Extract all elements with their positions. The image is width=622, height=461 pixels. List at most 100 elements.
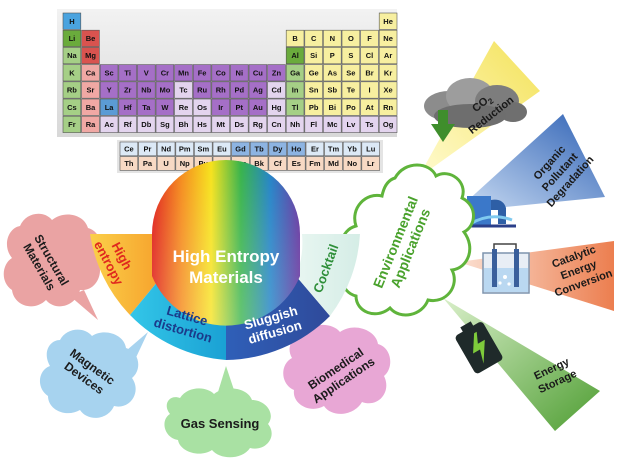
element-cell-os: Os	[192, 98, 212, 116]
element-symbol: Cd	[272, 86, 282, 95]
element-cell-cl: Cl	[360, 47, 379, 65]
element-symbol: Rb	[67, 86, 77, 95]
element-cell-bg	[285, 98, 305, 116]
element-cell-sm: Sm	[194, 141, 213, 157]
element-cell-w: W	[155, 98, 175, 116]
element-cell-bg	[323, 29, 342, 47]
element-symbol: Hg	[272, 103, 282, 112]
element-symbol: U	[163, 159, 168, 168]
element-symbol: Fm	[309, 159, 321, 168]
element-cell-mt: Mt	[211, 115, 230, 133]
element-cell-ag: Ag	[248, 81, 268, 99]
element-cell-bg	[174, 98, 193, 116]
element-symbol: Ba	[86, 103, 96, 112]
element-symbol: Og	[383, 120, 394, 129]
element-symbol: Pa	[143, 159, 153, 168]
element-symbol: Sg	[160, 120, 170, 129]
element-cell-bg	[137, 81, 156, 99]
element-symbol: Ds	[235, 120, 245, 129]
element-symbol: Ru	[197, 86, 207, 95]
element-cell-in: In	[285, 81, 305, 99]
element-cell-ra: Ra	[81, 115, 100, 133]
element-symbol: Ag	[253, 86, 263, 95]
element-cell-nb: Nb	[137, 81, 156, 99]
element-cell-au: Au	[248, 98, 268, 116]
element-cell-ti: Ti	[118, 64, 137, 82]
element-cell-fm: Fm	[305, 156, 325, 171]
co2-label-sub: 2	[486, 96, 495, 106]
element-cell-ru: Ru	[192, 81, 212, 99]
element-cell-xe: Xe	[378, 81, 398, 99]
element-cell-bg	[192, 115, 212, 133]
element-symbol: At	[366, 103, 374, 112]
element-cell-h: H	[62, 12, 82, 30]
element-symbol: Zn	[272, 68, 282, 77]
element-cell-bg	[304, 81, 323, 99]
element-cell-re: Re	[174, 98, 193, 116]
element-symbol: Cf	[274, 159, 282, 168]
element-symbol: Pt	[236, 103, 244, 112]
element-cell-i: I	[360, 81, 379, 99]
element-cell-bg	[304, 115, 323, 133]
element-cell-bg	[360, 115, 379, 133]
element-symbol: Sb	[328, 86, 338, 95]
center-title-line1: High Entropy	[173, 247, 280, 266]
element-cell-bg	[268, 156, 287, 171]
element-symbol: Md	[328, 159, 339, 168]
element-cell-bg	[341, 64, 361, 82]
element-cell-bg	[287, 156, 306, 171]
element-cell-kr: Kr	[378, 64, 398, 82]
element-cell-bg	[230, 115, 249, 133]
magnetic-devices-blob	[39, 329, 148, 418]
element-cell-bg	[137, 98, 156, 116]
element-cell-ge: Ge	[304, 64, 323, 82]
element-cell-cf: Cf	[268, 156, 287, 171]
element-cell-bg	[360, 81, 379, 99]
element-symbol: Si	[310, 51, 317, 60]
element-cell-bg	[268, 141, 287, 157]
element-cell-y: Y	[99, 81, 119, 99]
element-symbol: Tc	[179, 86, 187, 95]
element-cell-bg	[62, 47, 82, 65]
element-cell-md: Md	[324, 156, 343, 171]
element-cell-bg	[304, 47, 323, 65]
element-cell-ds: Ds	[230, 115, 249, 133]
element-cell-bg	[81, 29, 100, 47]
electrolysis-cell-icon	[482, 243, 530, 294]
element-cell-si: Si	[304, 47, 323, 65]
element-symbol: Sm	[197, 145, 209, 154]
element-cell-sr: Sr	[81, 81, 100, 99]
element-cell-pb: Pb	[304, 98, 323, 116]
element-cell-bg	[230, 81, 249, 99]
element-cell-bg	[323, 81, 342, 99]
element-cell-bg	[211, 98, 230, 116]
element-cell-b: B	[285, 29, 305, 47]
ray-organic	[455, 114, 605, 212]
element-cell-cn: Cn	[267, 115, 286, 133]
element-cell-gd: Gd	[231, 141, 250, 157]
element-cell-bg	[62, 12, 82, 30]
element-symbol: Mt	[216, 120, 225, 129]
element-cell-fr: Fr	[62, 115, 82, 133]
element-cell-bg	[341, 47, 361, 65]
element-symbol: Te	[347, 86, 355, 95]
element-cell-pr: Pr	[138, 141, 157, 157]
element-cell-ba: Ba	[81, 98, 100, 116]
element-cell-ga: Ga	[285, 64, 305, 82]
element-symbol: Ga	[290, 68, 301, 77]
element-cell-bg	[285, 64, 305, 82]
element-cell-sg: Sg	[155, 115, 175, 133]
element-symbol: Nd	[161, 145, 171, 154]
element-cell-bg	[285, 115, 305, 133]
element-cell-cu: Cu	[248, 64, 268, 82]
element-symbol: K	[69, 68, 75, 77]
element-symbol: Re	[179, 103, 189, 112]
element-cell-np: Np	[175, 156, 194, 171]
element-cell-la: La	[99, 98, 119, 116]
element-symbol: Se	[346, 68, 355, 77]
element-cell-bg	[230, 98, 249, 116]
element-cell-db: Db	[137, 115, 156, 133]
element-symbol: Xe	[384, 86, 393, 95]
element-symbol: Al	[291, 51, 299, 60]
element-symbol: Be	[86, 34, 96, 43]
